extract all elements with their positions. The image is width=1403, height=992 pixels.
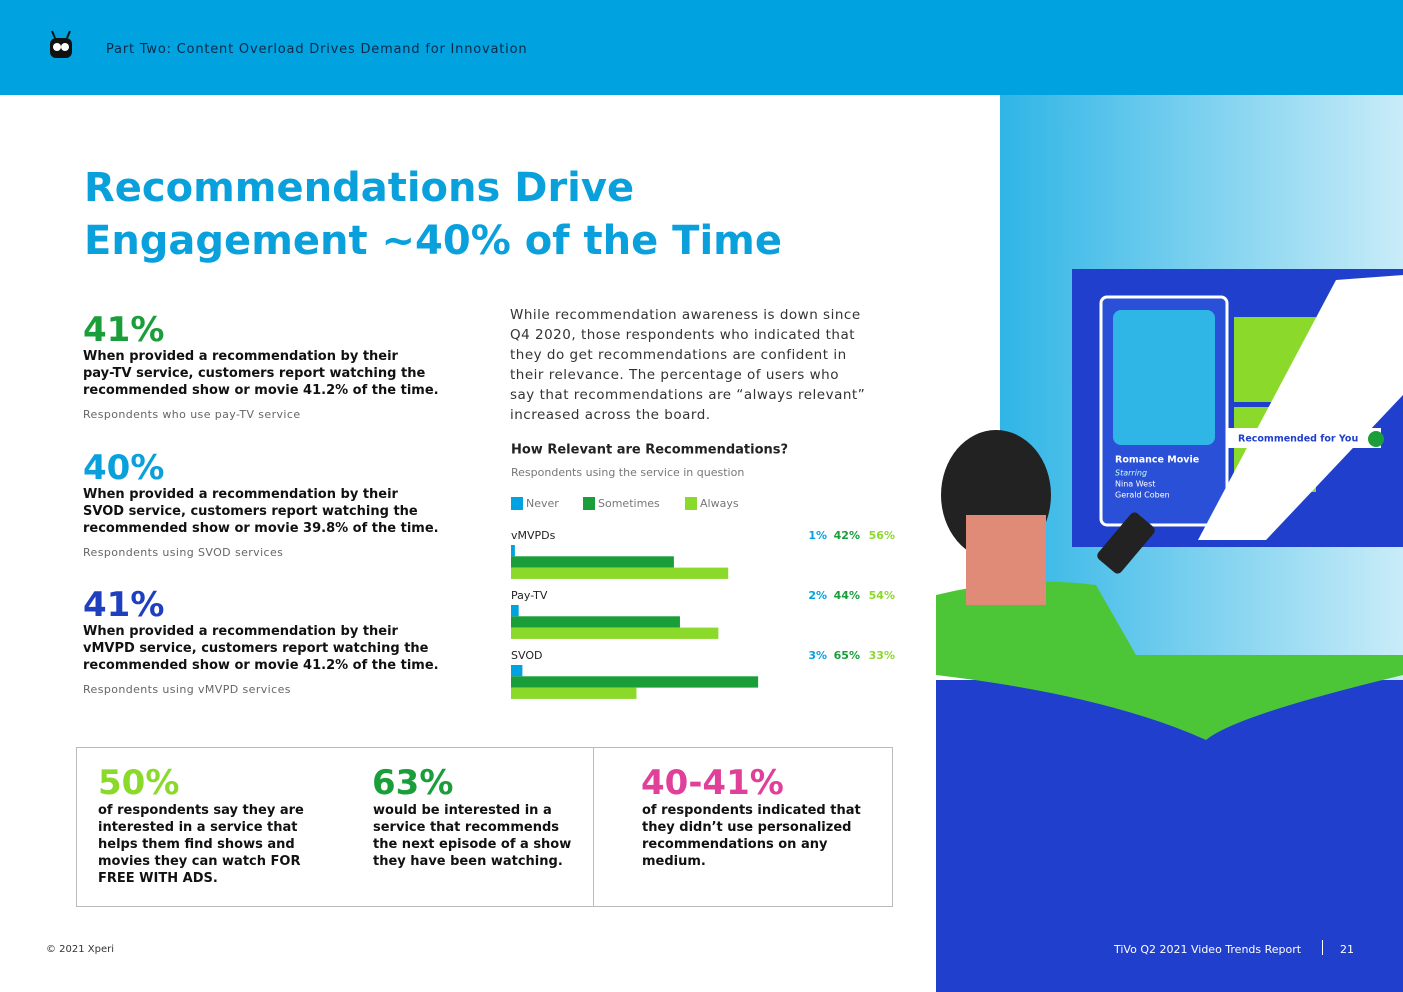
chart-title: How Relevant are Recommendations? [511,443,788,458]
text-line: they do get recommendations are confiden… [510,347,847,363]
bar [511,605,519,617]
bar [511,687,637,699]
text-line: of respondents say they are [98,803,304,818]
callout-value: 40-41% [641,763,784,803]
illustration: Romance Movie Starring Nina West Gerald … [936,95,1403,992]
text-line: When provided a recommendation by their [83,349,398,364]
text-line: increased across the board. [510,407,711,423]
text-line: interested in a service that [98,820,298,835]
header-band [0,0,1403,95]
value-label: 42% [834,529,860,542]
text-line: recommended show or movie 41.2% of the t… [83,658,439,673]
text-line: the next episode of a show [373,837,572,852]
text-line: service that recommends [373,820,559,835]
value-label: 33% [869,649,895,662]
text-line: say that recommendations are “always rel… [510,387,866,403]
value-label: 44% [834,589,860,602]
report-name: TiVo Q2 2021 Video Trends Report [1114,943,1302,956]
bar [511,545,515,557]
callout-text: of respondents say they are interested in… [98,802,304,887]
text-line: movies they can watch FOR [98,854,301,869]
bar [511,676,759,688]
intro: While recommendation awareness is down s… [510,305,865,425]
callout-box [76,747,893,907]
callout-text: of respondents indicated that they didn’t… [642,802,861,870]
legend-swatch [685,497,697,510]
text-line: vMVPD service, customers report watching… [83,641,429,656]
category-label: vMVPDs [511,529,556,542]
callout-value: 50% [98,763,180,803]
actor: Nina West [1115,480,1155,489]
stat-value: 40% [83,448,165,488]
value-label: 3% [808,649,827,662]
stat: 41% When provided a recommendation by the… [83,312,439,421]
text-line: their relevance. The percentage of users… [510,367,839,383]
callout: 63% would be interested in a service that … [372,764,571,870]
text-line: When provided a recommendation by their [83,624,398,639]
bar [511,556,674,568]
stat: 40% When provided a recommendation by the… [83,450,439,559]
text-line: they have been watching. [373,854,563,869]
text-line: recommended show or movie 39.8% of the t… [83,521,439,536]
text-line: recommendations on any [642,837,828,852]
stat-note: Respondents using SVOD services [83,546,284,559]
chart-subtitle: Respondents using the service in questio… [511,466,744,479]
category-label: SVOD [511,649,542,662]
copyright: © 2021 Xperi [46,944,115,955]
actor: Gerald Coben [1115,491,1170,500]
text-line: they didn’t use personalized [642,820,852,835]
text-line: Q4 2020, those respondents who indicated… [510,327,856,343]
legend-label: Sometimes [598,497,660,510]
text-line: helps them find shows and [98,837,295,852]
legend-swatch [511,497,523,510]
starring: Starring [1115,469,1147,478]
header-title: Part Two: Content Overload Drives Demand… [106,42,528,57]
stat-text: When provided a recommendation by their S… [83,486,439,537]
bar [511,567,729,579]
movie-title: Romance Movie [1115,455,1199,466]
value-label: 1% [808,529,827,542]
page-number: 21 [1340,943,1354,956]
text-line: recommended show or movie 41.2% of the t… [83,383,439,398]
stat-text: When provided a recommendation by their p… [83,348,439,399]
value-label: 56% [869,529,895,542]
callout-value: 63% [372,763,454,803]
page-title: Recommendations Drive Engagement ~40% of … [84,162,782,268]
text-line: of respondents indicated that [642,803,861,818]
text-line: medium. [642,854,706,869]
bar [511,616,680,628]
title-line: Recommendations Drive [84,165,635,211]
callout: 50% of respondents say they are interested… [98,764,304,887]
stat-value: 41% [83,310,165,350]
text-line: would be interested in a [373,803,552,818]
divider [593,747,594,907]
bar [511,627,719,639]
stat: 41% When provided a recommendation by the… [83,587,439,696]
stat-note: Respondents who use pay-TV service [83,408,301,421]
value-label: 2% [808,589,827,602]
value-label: 54% [869,589,895,602]
text-line: While recommendation awareness is down s… [510,307,861,323]
bar [511,665,523,677]
recommend-button: Recommended for You [1238,434,1358,445]
callout: 40-41% of respondents indicated that they … [641,764,861,870]
legend-swatch [583,497,595,510]
chart: How Relevant are Recommendations? Respond… [511,443,895,699]
stat-text: When provided a recommendation by their v… [83,623,439,674]
value-label: 65% [834,649,860,662]
callout-text: would be interested in a service that rec… [373,802,571,870]
text-line: SVOD service, customers report watching … [83,504,418,519]
text-line: FREE WITH ADS. [98,871,218,886]
legend-label: Always [700,497,739,510]
separator [1322,940,1323,955]
stat-note: Respondents using vMVPD services [83,683,291,696]
logo [50,30,72,58]
legend-label: Never [526,497,559,510]
title-line: Engagement ~40% of the Time [84,218,782,264]
text-line: When provided a recommendation by their [83,487,398,502]
text-line: pay-TV service, customers report watchin… [83,366,426,381]
category-label: Pay-TV [511,589,548,602]
stat-value: 41% [83,585,165,625]
